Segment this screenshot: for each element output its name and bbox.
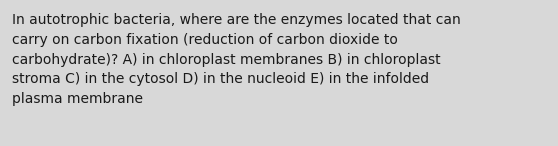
Text: In autotrophic bacteria, where are the enzymes located that can
carry on carbon : In autotrophic bacteria, where are the e… <box>12 13 461 106</box>
